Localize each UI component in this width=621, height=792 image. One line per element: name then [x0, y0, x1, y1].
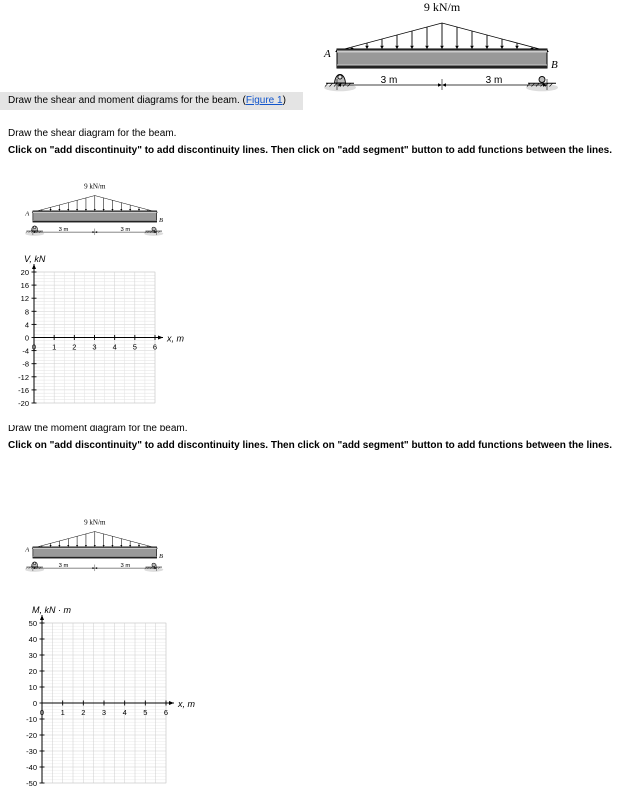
svg-text:0: 0	[32, 343, 36, 352]
svg-text:3 m: 3 m	[121, 563, 131, 569]
svg-text:30: 30	[29, 651, 37, 660]
svg-text:3 m: 3 m	[121, 227, 131, 233]
svg-text:9 kN/m: 9 kN/m	[84, 182, 106, 190]
svg-text:0: 0	[25, 334, 29, 343]
svg-text:4: 4	[25, 320, 29, 329]
svg-text:50: 50	[29, 619, 37, 628]
svg-text:3: 3	[92, 343, 96, 352]
svg-text:10: 10	[29, 683, 37, 692]
svg-text:6: 6	[164, 708, 168, 717]
svg-text:20: 20	[21, 268, 29, 277]
svg-text:A: A	[24, 547, 29, 554]
svg-text:3 m: 3 m	[486, 75, 503, 86]
svg-text:0: 0	[33, 699, 37, 708]
svg-text:-30: -30	[26, 747, 37, 756]
svg-text:3 m: 3 m	[59, 563, 69, 569]
svg-text:8: 8	[25, 307, 29, 316]
svg-text:6: 6	[153, 343, 157, 352]
svg-text:V, kN: V, kN	[24, 255, 46, 264]
svg-text:3 m: 3 m	[381, 75, 398, 86]
svg-text:B: B	[159, 217, 163, 224]
svg-text:B: B	[159, 553, 163, 560]
svg-text:A: A	[323, 48, 331, 60]
svg-text:9 kN/m: 9 kN/m	[84, 518, 106, 526]
svg-text:2: 2	[72, 343, 76, 352]
svg-text:3: 3	[102, 708, 106, 717]
svg-text:16: 16	[21, 281, 29, 290]
svg-text:B: B	[551, 59, 558, 71]
svg-text:1: 1	[61, 708, 65, 717]
svg-text:-4: -4	[22, 347, 29, 356]
svg-text:-12: -12	[18, 373, 29, 382]
svg-text:4: 4	[123, 708, 127, 717]
svg-text:4: 4	[113, 343, 117, 352]
svg-text:-20: -20	[26, 731, 37, 740]
svg-text:5: 5	[143, 708, 147, 717]
svg-text:-50: -50	[26, 779, 37, 788]
svg-text:M, kN · m: M, kN · m	[32, 606, 71, 615]
svg-text:-20: -20	[18, 399, 29, 408]
svg-text:9 kN/m: 9 kN/m	[424, 0, 461, 14]
svg-text:5: 5	[133, 343, 137, 352]
svg-text:A: A	[24, 211, 29, 218]
svg-text:3 m: 3 m	[59, 227, 69, 233]
svg-text:-8: -8	[22, 360, 29, 369]
svg-text:-10: -10	[26, 715, 37, 724]
svg-text:1: 1	[52, 343, 56, 352]
svg-text:x, m: x, m	[166, 334, 185, 344]
svg-text:20: 20	[29, 667, 37, 676]
svg-text:x, m: x, m	[177, 699, 196, 709]
svg-text:-16: -16	[18, 386, 29, 395]
svg-text:40: 40	[29, 635, 37, 644]
svg-text:2: 2	[81, 708, 85, 717]
svg-text:12: 12	[21, 294, 29, 303]
svg-text:0: 0	[40, 708, 44, 717]
svg-text:-40: -40	[26, 763, 37, 772]
